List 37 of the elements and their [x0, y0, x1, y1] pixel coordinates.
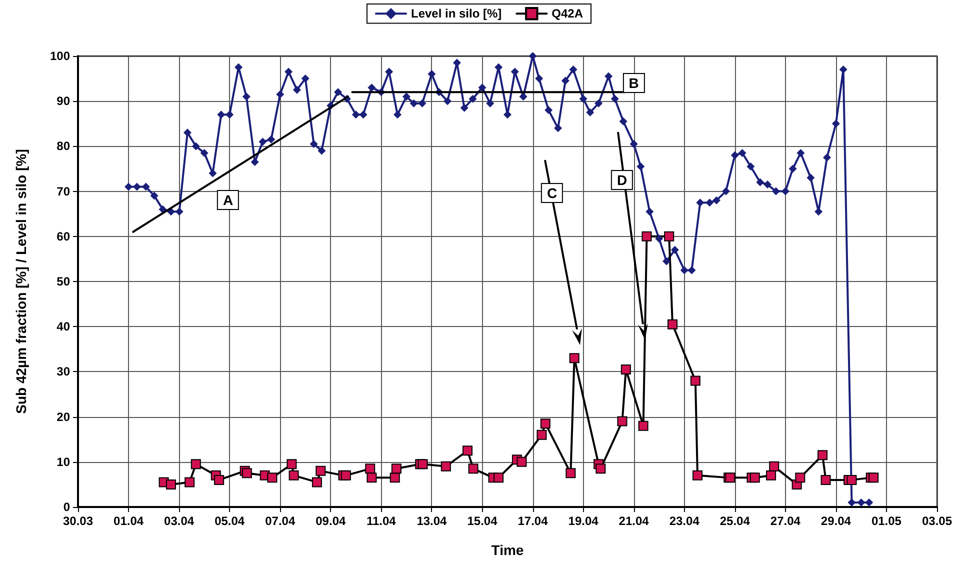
x-tick-label: 25.04 — [720, 514, 750, 528]
y-tick-label: 80 — [56, 139, 70, 154]
x-tick-label: 29.04 — [820, 514, 852, 528]
annotation: D — [610, 170, 634, 190]
y-tick-label: 30 — [56, 364, 70, 379]
x-tick-label: 30.03 — [62, 514, 94, 528]
x-tick-label: 19.04 — [568, 514, 599, 528]
y-tick-label: 40 — [56, 320, 70, 334]
x-tick-label: 27.04 — [770, 514, 801, 528]
x-tick-label: 23.04 — [669, 514, 700, 528]
x-axis-title: Time — [491, 542, 524, 558]
annotation: A — [216, 190, 240, 210]
x-tick-label: 07.04 — [265, 514, 296, 528]
y-tick-label: 20 — [56, 410, 70, 424]
annotation: C — [540, 183, 564, 203]
y-tick-label: 70 — [56, 184, 70, 198]
legend-label: Level in silo [%] — [410, 6, 502, 21]
y-tick-label: 90 — [56, 94, 70, 108]
y-tick-label: 0 — [63, 500, 70, 514]
y-axis-title: Sub 42µm fraction [%] / Level in silo [%] — [13, 149, 29, 414]
y-tick-label: 60 — [56, 229, 70, 244]
y-tick-label: 100 — [50, 49, 70, 63]
y-tick-label: 50 — [56, 274, 70, 288]
x-tick-label: 01.05 — [871, 514, 902, 528]
x-tick-label: 05.04 — [214, 514, 245, 528]
x-tick-label: 13.04 — [416, 514, 448, 528]
annotation: B — [622, 73, 645, 94]
x-tick-label: 01.04 — [114, 514, 144, 528]
x-tick-label: 11.04 — [366, 514, 396, 528]
x-tick-label: 03.04 — [164, 514, 194, 528]
x-tick-label: 15.04 — [467, 514, 498, 528]
x-tick-label: 03.05 — [922, 514, 952, 528]
x-tick-label: 09.04 — [316, 514, 346, 528]
x-tick-label: 21.04 — [618, 514, 650, 528]
x-tick-label: 17.04 — [518, 514, 548, 528]
y-tick-label: 10 — [56, 454, 70, 469]
legend-label: Q42A — [552, 6, 584, 21]
